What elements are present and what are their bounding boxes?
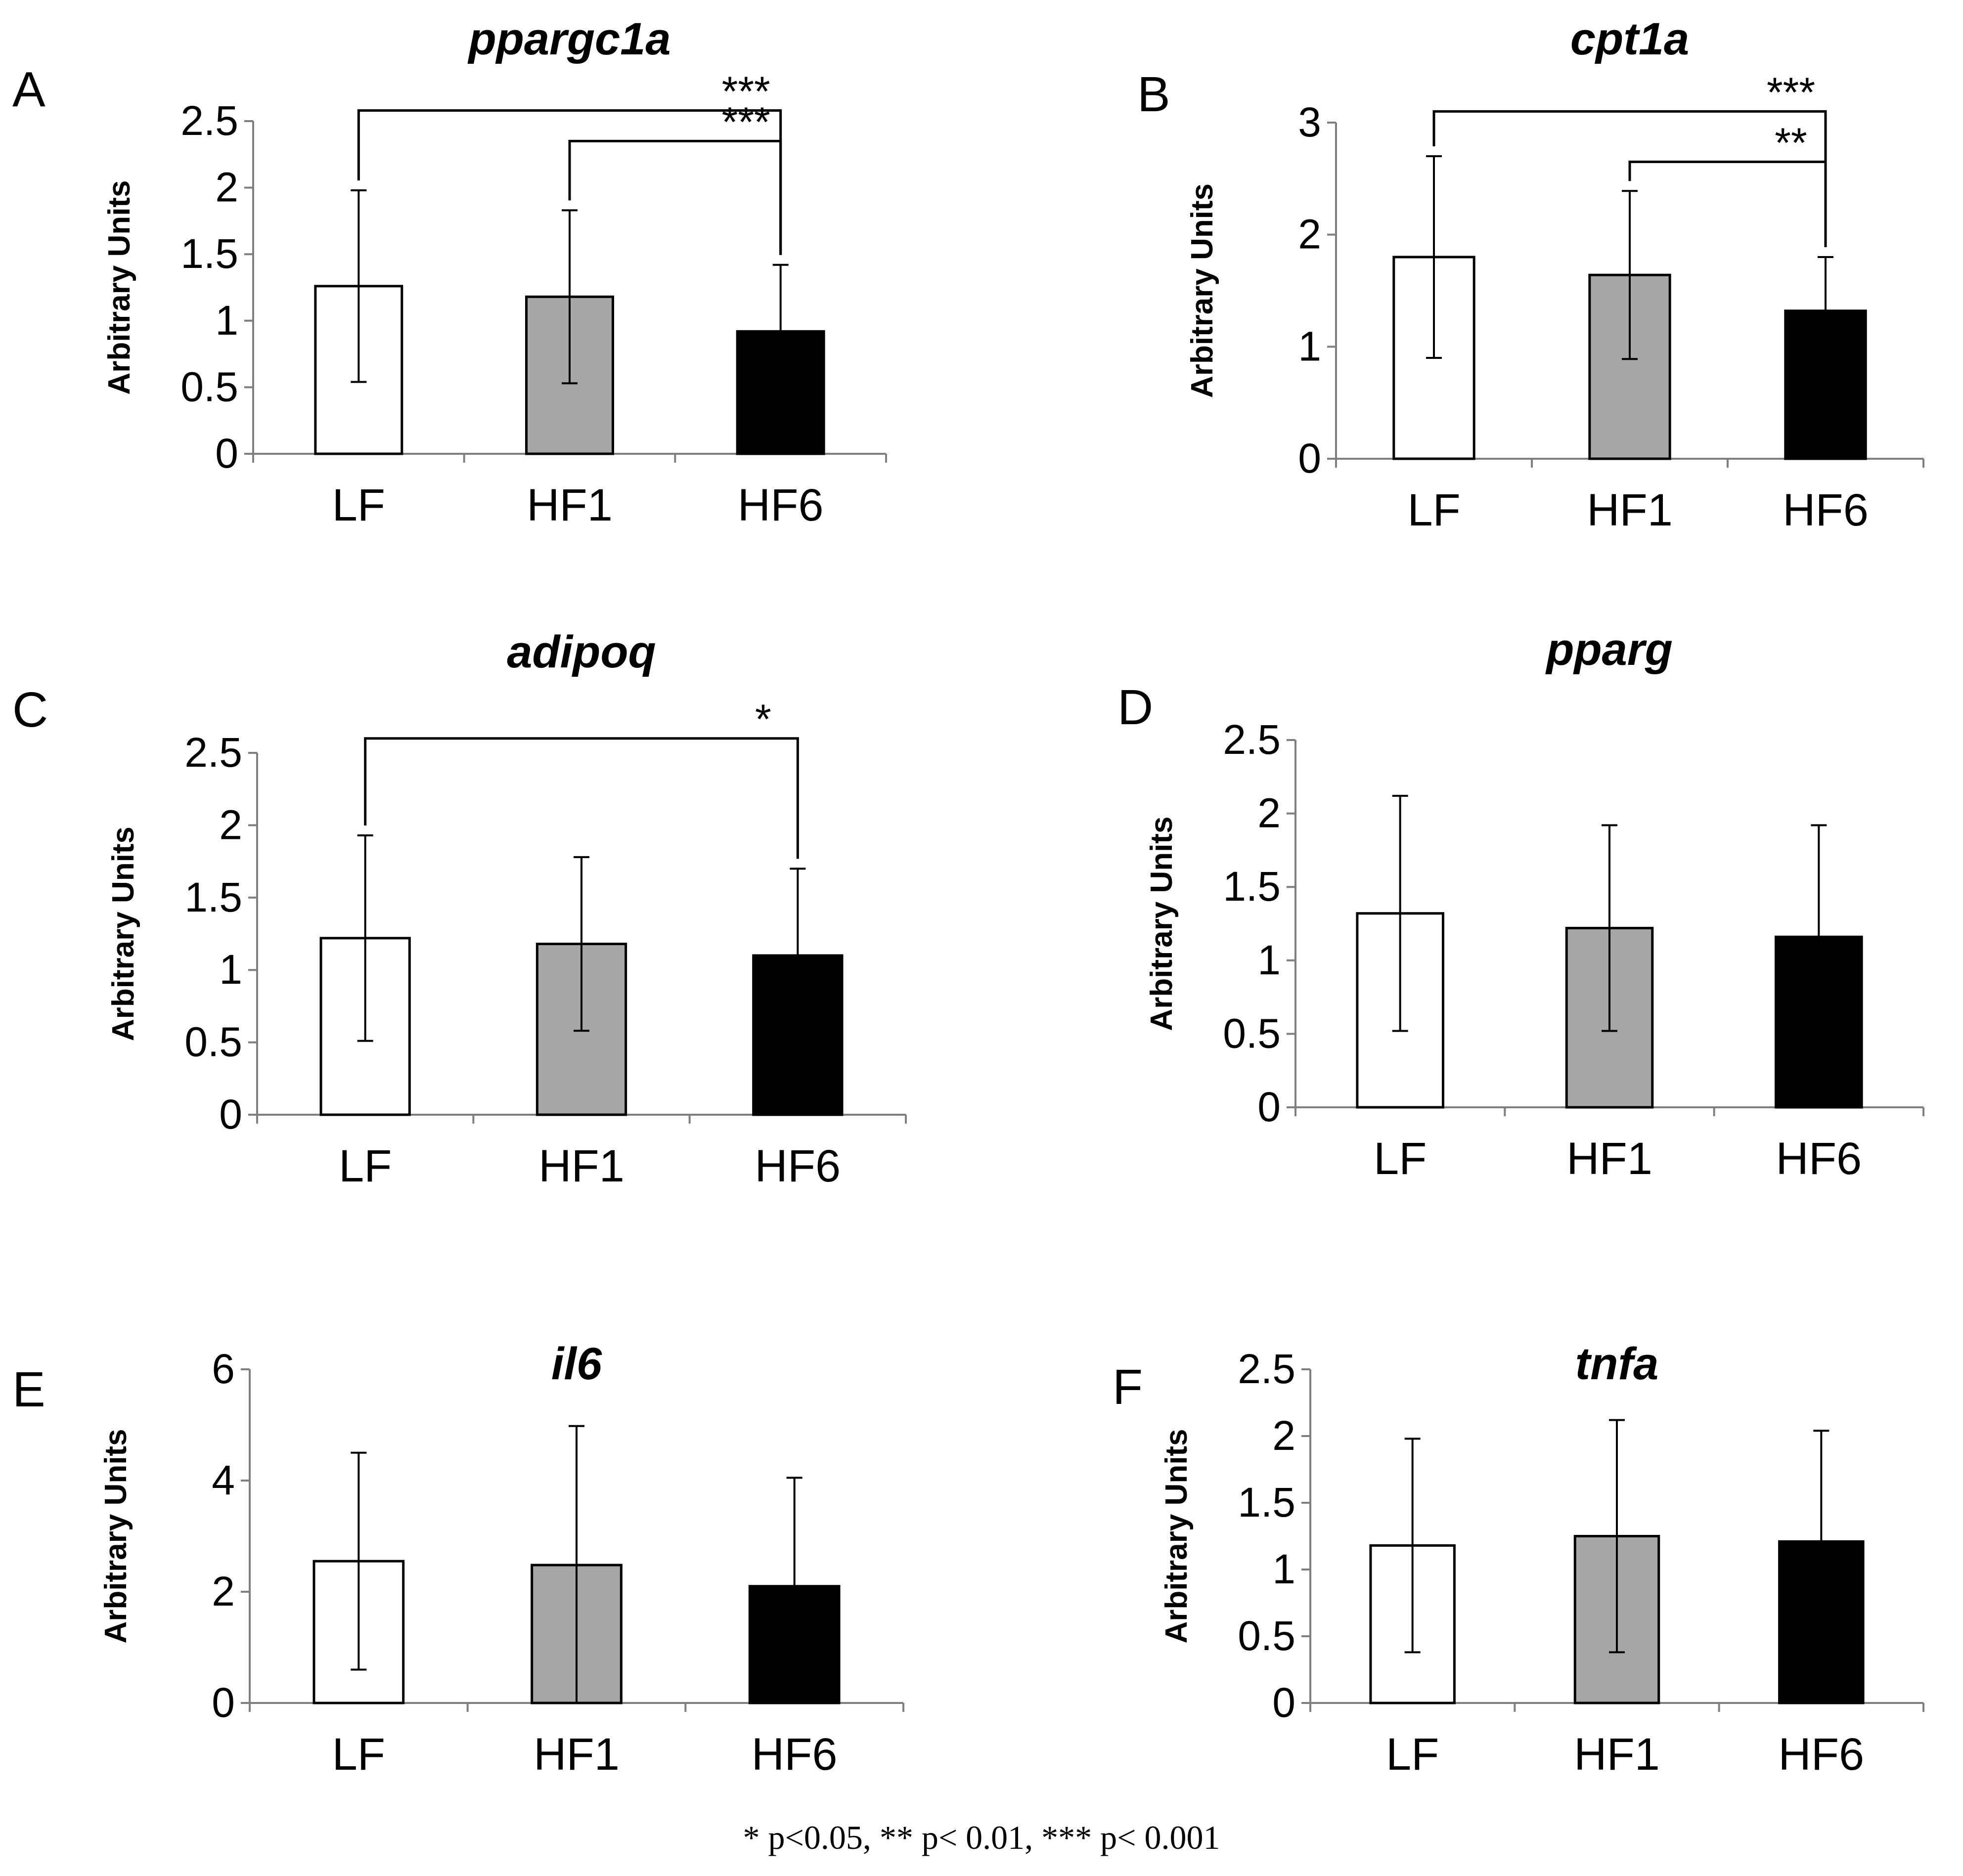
y-tick-label: 6 [212,1346,235,1392]
panel-letter: E [12,1362,45,1417]
category-label: LF [339,1141,392,1191]
y-tick-label: 2.5 [180,97,238,144]
significance-bracket [1432,110,1827,247]
category-label: HF6 [1783,485,1869,535]
y-tick-label: 2.5 [184,729,242,776]
category-label: LF [332,1729,385,1780]
y-axis-title: Arbitrary Units [1185,183,1219,398]
category-label: LF [332,480,385,530]
y-tick-label: 0.5 [1223,1010,1281,1056]
significance-label: *** [722,68,770,114]
category-label: HF1 [538,1141,625,1191]
y-tick-label: 2 [1298,211,1321,258]
y-tick-label: 1 [1298,323,1321,369]
y-tick-label: 2 [1257,790,1281,836]
category-label: HF1 [1566,1134,1652,1184]
y-axis-title: Arbitrary Units [1145,816,1179,1031]
y-tick-label: 0.5 [1238,1613,1295,1659]
y-tick-label: 1 [219,946,242,993]
y-tick-label: 4 [212,1457,235,1503]
significance-label: * [755,696,771,742]
y-axis-title: Arbitrary Units [102,180,136,394]
panel-letter: F [1113,1359,1143,1415]
y-tick-label: 0.5 [184,1019,242,1065]
y-tick-label: 2 [212,1568,235,1614]
y-tick-label: 0 [1272,1679,1295,1726]
y-tick-label: 2 [219,801,242,848]
category-label: HF1 [1587,485,1673,535]
y-axis-title: Arbitrary Units [1160,1429,1194,1643]
significance-footnote: * p<0.05, ** p< 0.01, *** p< 0.001 [743,1819,1220,1856]
significance-label: *** [722,98,770,145]
y-tick-label: 0.5 [180,363,238,410]
panel-title: adipoq [507,627,656,677]
y-tick-label: 2 [215,164,238,211]
panel-letter: D [1117,680,1153,735]
panel-title: ppargc1a [467,14,670,64]
category-label: HF1 [1574,1729,1660,1780]
y-tick-label: 1.5 [1238,1479,1295,1526]
category-label: HF1 [534,1729,620,1780]
category-label: HF6 [752,1729,838,1780]
panel-title: il6 [551,1339,602,1389]
panel-title: cpt1a [1570,14,1689,64]
category-label: HF6 [738,480,824,530]
category-label: HF1 [527,480,613,530]
category-label: LF [1386,1729,1439,1780]
category-label: LF [1407,485,1460,535]
y-tick-label: 0 [1257,1084,1281,1130]
panel-letter: A [12,62,45,117]
y-tick-label: 3 [1298,99,1321,145]
category-label: HF6 [1776,1134,1862,1184]
y-tick-label: 1 [1257,937,1281,983]
significance-bracket [364,737,799,859]
y-tick-label: 2.5 [1223,716,1281,763]
significance-bracket [357,109,782,255]
y-tick-label: 1 [215,297,238,344]
y-tick-label: 1.5 [180,230,238,277]
panel-letter: C [12,682,48,738]
y-tick-label: 1.5 [1223,863,1281,910]
panel-title: tnfa [1575,1339,1659,1389]
y-tick-label: 2 [1272,1412,1295,1459]
y-tick-label: 2.5 [1238,1346,1295,1392]
category-label: HF6 [755,1141,841,1191]
y-axis-title: Arbitrary Units [106,827,140,1041]
y-axis-title: Arbitrary Units [99,1429,133,1643]
y-tick-label: 0 [212,1679,235,1726]
y-tick-label: 0 [1298,435,1321,481]
significance-label: ** [1775,119,1807,166]
y-tick-label: 0 [219,1091,242,1137]
panel-title: pparg [1545,624,1673,675]
y-tick-label: 1 [1272,1546,1295,1592]
significance-bracket [1628,160,1827,247]
panel-letter: B [1137,67,1170,122]
significance-bracket [568,139,782,255]
significance-label: *** [1767,69,1815,115]
y-tick-label: 0 [215,430,238,477]
category-label: HF6 [1778,1729,1864,1780]
y-tick-label: 1.5 [184,874,242,920]
category-label: LF [1374,1134,1427,1184]
